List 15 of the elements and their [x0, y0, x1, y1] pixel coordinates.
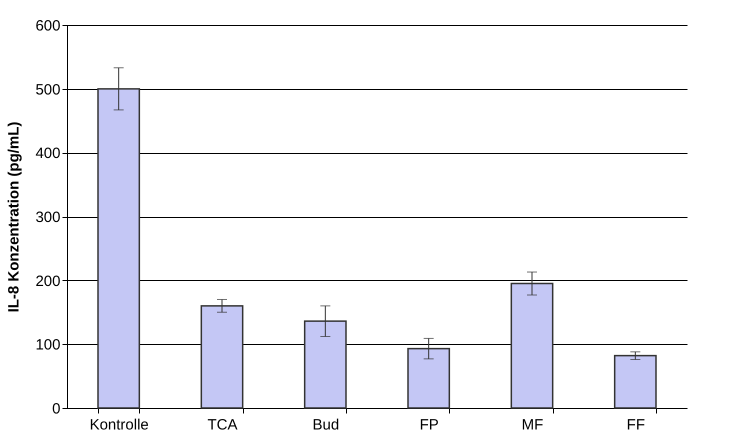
bar: [614, 354, 657, 409]
x-tick-label: FP: [420, 416, 439, 434]
y-tick-label: 300: [35, 209, 60, 226]
x-tick-label: Bud: [312, 416, 340, 434]
y-tick-label: 0: [52, 400, 60, 418]
x-tick-label: TCA: [208, 416, 238, 434]
x-tick-label: FF: [626, 416, 645, 434]
y-tick-label: 400: [35, 145, 60, 162]
x-tick-label: MF: [522, 416, 544, 434]
y-tick-label: 200: [35, 272, 60, 290]
y-tick-label: 100: [35, 336, 60, 354]
y-tick-label: 500: [35, 81, 60, 98]
x-tick-label: Kontrolle: [90, 416, 149, 434]
y-tick-label: 600: [35, 18, 60, 34]
y-axis-title: IL-8 Konzentration (pg/mL): [5, 122, 22, 312]
